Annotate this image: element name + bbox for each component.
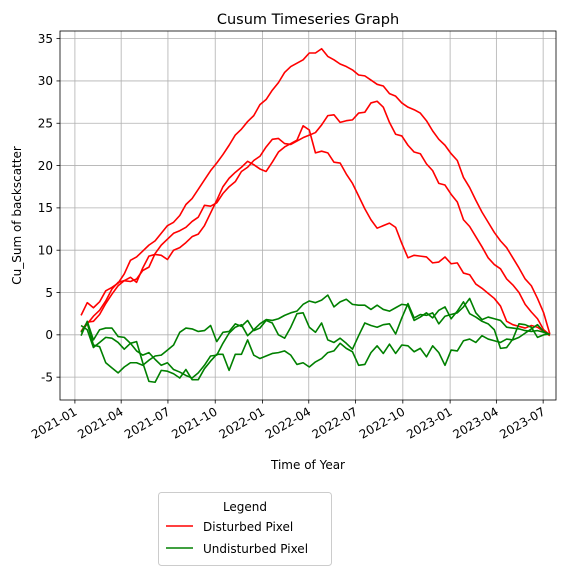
legend: Legend Disturbed Pixel Undisturbed Pixel bbox=[158, 492, 332, 566]
disturbed-pixel-line-2 bbox=[80, 100, 551, 336]
undisturbed-pixel-line-4 bbox=[80, 297, 551, 374]
y-tick-label: 15 bbox=[38, 201, 53, 215]
chart-title: Cusum Timeseries Graph bbox=[217, 12, 399, 28]
x-axis-label: Time of Year bbox=[270, 458, 345, 472]
y-tick-label: 5 bbox=[45, 286, 53, 300]
legend-label-disturbed: Disturbed Pixel bbox=[203, 520, 293, 534]
legend-frame bbox=[158, 492, 332, 566]
y-tick-label: 35 bbox=[38, 32, 53, 46]
legend-title: Legend bbox=[223, 500, 267, 514]
disturbed-pixel-line-1 bbox=[80, 47, 551, 335]
y-tick-label: 10 bbox=[38, 243, 53, 257]
y-axis-ticks: -5 0 5 10 15 20 25 30 35 bbox=[38, 32, 60, 384]
y-tick-label: -5 bbox=[41, 370, 53, 384]
grid-lines bbox=[60, 31, 556, 400]
legend-label-undisturbed: Undisturbed Pixel bbox=[203, 542, 308, 556]
series-lines bbox=[80, 47, 551, 384]
undisturbed-pixel-line-6 bbox=[80, 294, 550, 379]
y-tick-label: 0 bbox=[45, 328, 53, 342]
undisturbed-pixel-line-5 bbox=[80, 323, 551, 384]
plot-area-frame bbox=[59, 30, 557, 401]
disturbed-pixel-line-3 bbox=[80, 124, 551, 337]
y-tick-label: 25 bbox=[38, 117, 53, 131]
y-axis-label: Cu_Sum of backscatter bbox=[10, 146, 24, 285]
y-tick-label: 30 bbox=[38, 74, 53, 88]
y-tick-label: 20 bbox=[38, 159, 53, 173]
